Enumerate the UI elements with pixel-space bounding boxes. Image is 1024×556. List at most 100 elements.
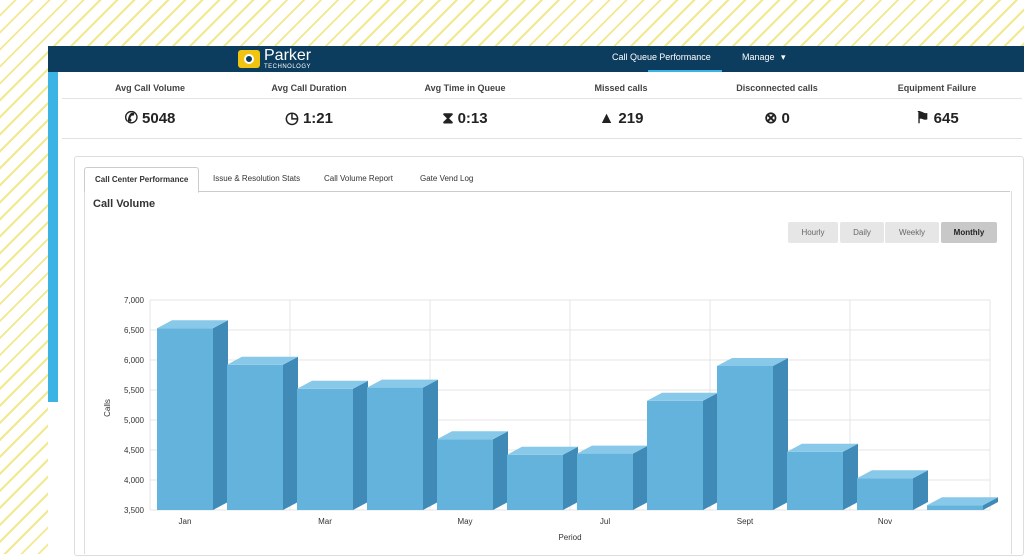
bar-top-Aug: [647, 392, 718, 401]
stat-label-5: Equipment Failure: [897, 83, 977, 93]
bar-top-Mar: [297, 380, 368, 389]
range-weekly-button[interactable]: Weekly: [885, 222, 939, 243]
bar-Sept: [717, 366, 773, 510]
bar-Feb: [227, 364, 283, 510]
clock-icon: ◷: [285, 110, 299, 127]
stat-label-2: Avg Time in Queue: [424, 83, 506, 93]
stat-label-0: Avg Call Volume: [114, 83, 185, 93]
x-circle-icon: ⊗: [764, 110, 778, 127]
y-tick-label: 4,000: [124, 476, 145, 485]
chart-title: Call Volume: [93, 198, 156, 210]
brand-logo[interactable]: Parker TECHNOLOGY: [238, 46, 311, 72]
chevron-down-icon: ▾: [781, 52, 786, 62]
tab-call-center-performance[interactable]: Call Center Performance: [84, 167, 200, 193]
range-monthly-button[interactable]: Monthly: [941, 222, 997, 243]
bar-Dec: [927, 505, 983, 510]
bar-May: [437, 439, 493, 510]
top-navbar: Parker TECHNOLOGY Call Queue Performance…: [48, 46, 1024, 72]
tabs-baseline: [84, 191, 1010, 192]
bar-top-Apr: [367, 379, 438, 388]
x-tick-label: Jan: [179, 517, 192, 526]
phone-icon: ✆: [124, 110, 139, 127]
x-axis-title: Period: [558, 533, 581, 542]
parker-logo-icon: [238, 50, 260, 68]
flag-icon: ⚑: [915, 110, 930, 127]
stat-value-5: ⚑ 645: [862, 104, 1012, 134]
bar-Aug: [647, 400, 703, 510]
bar-top-Oct: [787, 443, 858, 452]
x-tick-label: May: [457, 517, 472, 526]
y-tick-label: 5,500: [124, 386, 145, 395]
nav-manage[interactable]: Manage ▾: [742, 46, 786, 72]
x-tick-label: Nov: [878, 517, 892, 526]
y-tick-label: 7,000: [124, 296, 145, 305]
stat-number: 5048: [142, 110, 176, 127]
stat-number: 645: [933, 110, 959, 127]
bar-side-Jan: [213, 320, 228, 510]
stat-value-4: ⊗ 0: [702, 104, 852, 134]
bar-top-Jan: [157, 320, 228, 329]
x-tick-label: Sept: [737, 517, 754, 526]
bar-top-Jun: [507, 446, 578, 455]
bar-side-Dec: [983, 497, 998, 510]
bar-Apr: [367, 387, 423, 510]
nav-call-queue[interactable]: Call Queue: [612, 52, 658, 62]
stat-label-1: Avg Call Duration: [271, 83, 347, 93]
bar-side-Aug: [703, 392, 718, 510]
stat-number: 0:13: [457, 110, 488, 127]
warning-icon: ▲: [598, 110, 615, 127]
stats-bar: [62, 72, 1022, 139]
hourglass-icon: ⧗: [442, 110, 454, 127]
bar-top-Dec: [927, 497, 998, 506]
bar-side-Oct: [843, 443, 858, 510]
bar-side-Jun: [563, 446, 578, 510]
bar-top-Sept: [717, 358, 788, 366]
brand-subtitle: TECHNOLOGY: [264, 64, 312, 70]
brand-name: Parker: [264, 47, 312, 64]
tab-gate-vend-log[interactable]: Gate Vend Log: [420, 174, 474, 183]
y-tick-label: 3,500: [124, 506, 145, 515]
tab-call-volume-report[interactable]: Call Volume Report: [324, 174, 393, 183]
stat-value-0: ✆ 5048: [75, 104, 225, 134]
bar-side-May: [493, 431, 508, 510]
bar-Nov: [857, 478, 913, 510]
stat-label-3: Missed calls: [594, 83, 648, 93]
bar-top-May: [437, 431, 508, 440]
bar-side-Apr: [423, 379, 438, 510]
y-tick-label: 5,000: [124, 416, 145, 425]
bar-top-Nov: [857, 470, 928, 479]
y-tick-label: 6,000: [124, 356, 145, 365]
bar-Jan: [157, 328, 213, 510]
bar-side-Nov: [913, 470, 928, 510]
stat-number: 219: [618, 110, 644, 127]
bar-top-Feb: [227, 356, 298, 365]
bar-Oct: [787, 451, 843, 510]
accent-strip: [48, 72, 58, 402]
stat-number: 1:21: [302, 110, 333, 127]
bar-side-Feb: [283, 356, 298, 510]
bar-side-Mar: [353, 380, 368, 510]
y-tick-label: 4,500: [124, 446, 145, 455]
bar-Jun: [507, 454, 563, 510]
y-tick-label: 6,500: [124, 326, 145, 335]
stat-number: 0: [781, 110, 790, 127]
x-tick-label: Jul: [600, 517, 610, 526]
nav-performance[interactable]: Performance: [648, 46, 722, 72]
bar-side-Jul: [633, 445, 648, 510]
stats-divider: [62, 98, 1022, 99]
bar-side-Sept: [773, 358, 788, 510]
y-axis-title: Calls: [103, 399, 112, 417]
chart-card: [84, 191, 1012, 554]
stat-value-3: ▲ 219: [546, 104, 696, 134]
x-tick-label: Mar: [318, 517, 332, 526]
bar-Mar: [297, 388, 353, 510]
bar-Jul: [577, 453, 633, 510]
stat-value-2: ⧗ 0:13: [390, 104, 540, 134]
tab-issue-resolution-stats[interactable]: Issue & Resolution Stats: [213, 174, 301, 183]
stat-label-4: Disconnected calls: [736, 83, 818, 93]
range-daily-button[interactable]: Daily: [840, 222, 884, 243]
range-hourly-button[interactable]: Hourly: [788, 222, 838, 243]
nav-manage-label: Manage: [742, 52, 775, 62]
bar-top-Jul: [577, 445, 648, 454]
